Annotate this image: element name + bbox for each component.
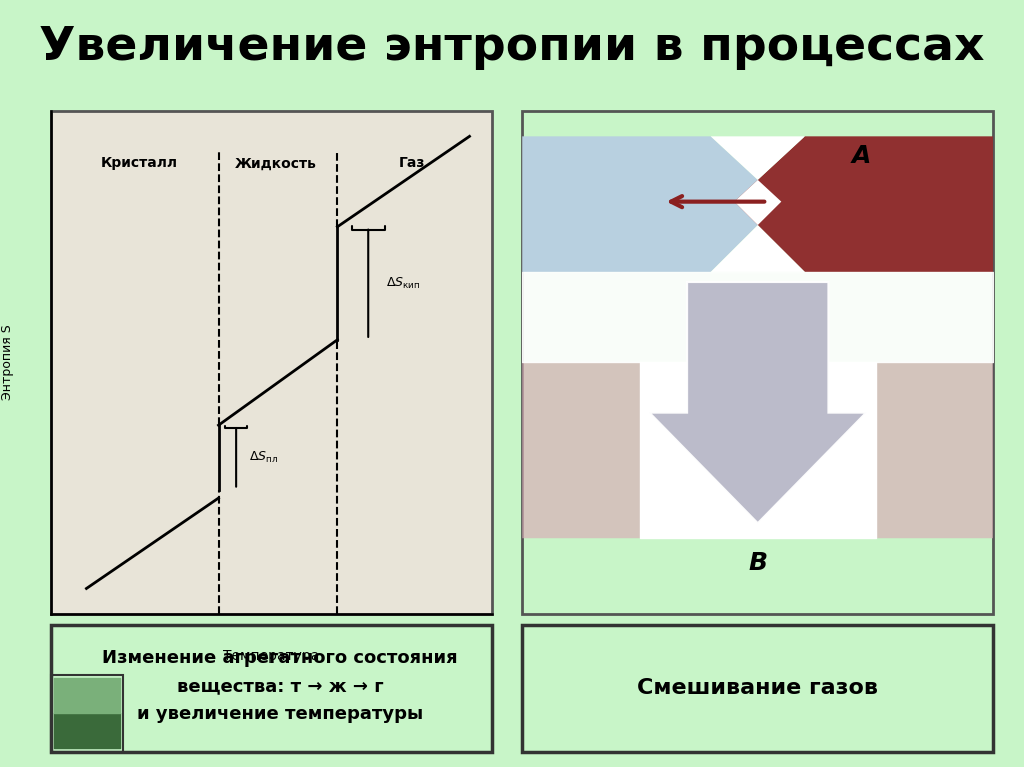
Text: Газ: Газ [399,156,425,170]
Text: Температура: Температура [223,649,319,663]
Text: B: B [749,551,767,575]
Text: Увеличение энтропии в процессах: Увеличение энтропии в процессах [39,25,985,71]
Text: Смешивание газов: Смешивание газов [637,678,879,699]
Polygon shape [649,282,866,523]
Text: Кристалл: Кристалл [100,156,178,170]
Polygon shape [734,137,993,272]
Text: Энтропия S: Энтропия S [1,324,13,400]
Text: A: A [852,144,871,169]
Bar [522,111,993,614]
Text: $\Delta S_{\rm пл}$: $\Delta S_{\rm пл}$ [250,449,279,465]
Text: $\Delta S_{\rm кип}$: $\Delta S_{\rm кип}$ [386,275,420,291]
Text: Изменение агрегатного состояния
вещества: т → ж → г
и увеличение температуры: Изменение агрегатного состояния вещества… [102,649,458,723]
Text: Жидкость: Жидкость [234,156,316,170]
Polygon shape [711,137,805,272]
Polygon shape [522,137,781,272]
Polygon shape [814,363,993,538]
Polygon shape [522,363,701,538]
